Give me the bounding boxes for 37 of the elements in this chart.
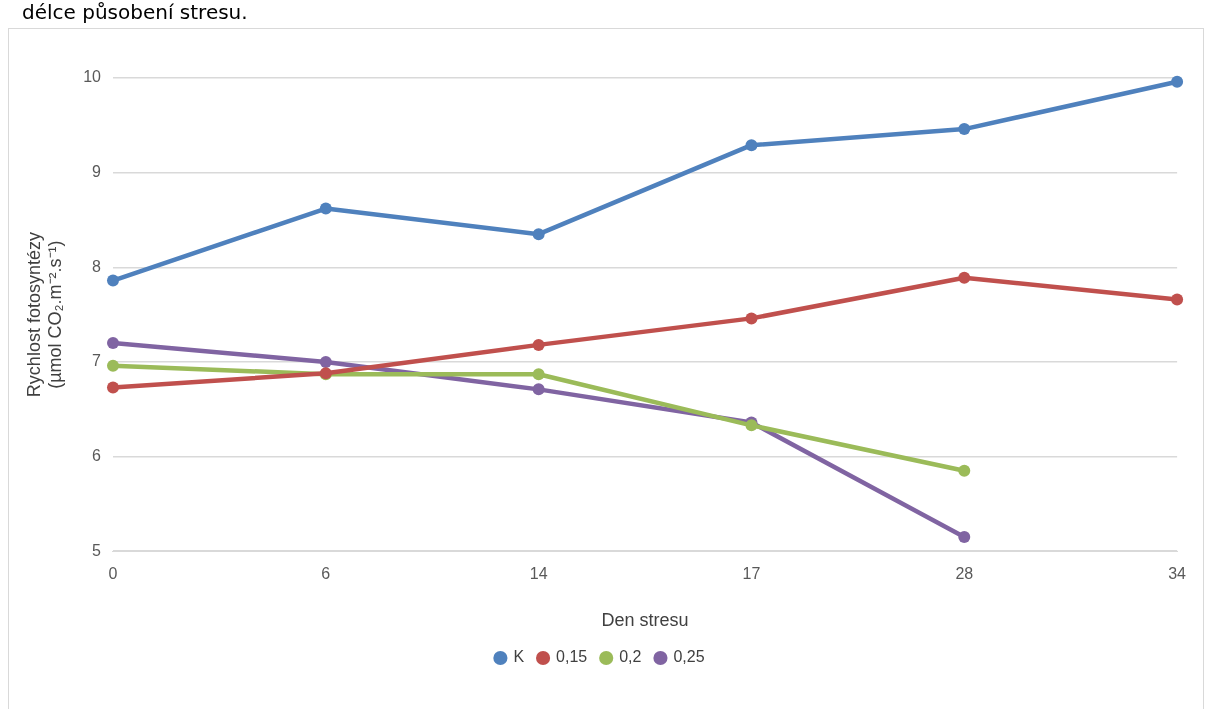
y-tick-label: 5 (92, 541, 102, 559)
y-tick-label: 10 (83, 68, 102, 86)
point (319, 355, 332, 368)
y-tick-label: 6 (92, 446, 102, 464)
y-tick-label: 9 (92, 163, 102, 181)
point (958, 531, 971, 543)
point (107, 274, 119, 287)
x-axis-title: Den stresu (601, 610, 689, 631)
x-tick-label: 28 (955, 565, 974, 583)
point (958, 271, 971, 284)
y-tick-label: 8 (92, 257, 102, 275)
point (319, 202, 332, 215)
point (107, 336, 119, 349)
legend-label: 0,2 (619, 648, 642, 666)
point (532, 228, 545, 241)
legend-label: 0,15 (556, 648, 588, 666)
point (1171, 293, 1184, 306)
legend-label: 0,25 (673, 648, 705, 666)
point (107, 381, 119, 394)
point (958, 123, 971, 136)
legend-label: K (513, 648, 525, 666)
x-tick-label: 6 (321, 565, 331, 583)
point (532, 338, 545, 351)
point (745, 312, 758, 325)
x-tick-label: 0 (108, 565, 118, 583)
point (107, 359, 119, 372)
y-axis-title: Rychlost fotosyntézy (µmol CO₂.m⁻².s⁻¹) (23, 232, 66, 398)
y-tick-label: 7 (92, 352, 102, 370)
text: délce působení stresu. (22, 0, 248, 24)
point (1171, 75, 1184, 88)
x-tick-label: 34 (1168, 565, 1187, 583)
x-tick-label: 14 (529, 565, 548, 583)
point (532, 368, 545, 381)
x-tick-label: 17 (742, 565, 761, 583)
point (958, 464, 971, 477)
point (532, 383, 545, 396)
point (745, 139, 758, 152)
